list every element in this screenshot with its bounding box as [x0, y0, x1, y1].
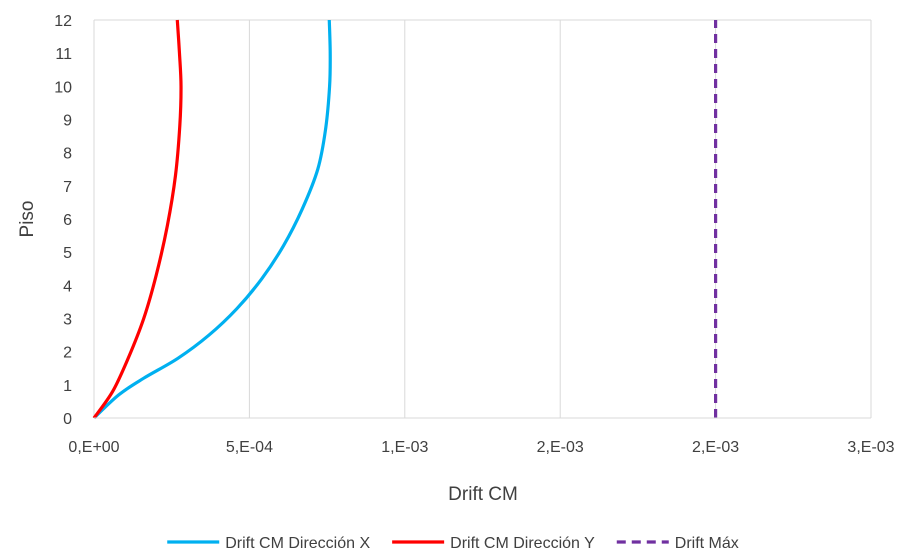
- y-tick-label: 2: [63, 345, 72, 362]
- x-tick-label: 5,E-04: [226, 439, 273, 456]
- series-line-drift-cm-direccion-y: [92, 19, 183, 419]
- y-tick-label: 8: [63, 146, 72, 163]
- x-tick-label: 2,E-03: [692, 439, 739, 456]
- series-lines: [92, 19, 718, 420]
- x-tick-label: 0,E+00: [68, 439, 119, 456]
- x-tick-label: 2,E-03: [537, 439, 584, 456]
- y-tick-label: 6: [63, 212, 72, 229]
- y-tick-label: 1: [63, 378, 72, 395]
- legend-label-drift-cm-direccion-x: Drift CM Dirección X: [225, 535, 370, 552]
- y-tick-label: 4: [63, 278, 72, 295]
- y-tick-label: 3: [63, 312, 72, 329]
- legend-label-drift-cm-direccion-y: Drift CM Dirección Y: [450, 535, 595, 552]
- y-tick-label: 7: [63, 179, 72, 196]
- y-axis-title: Piso: [17, 201, 38, 238]
- x-tick-label: 1,E-03: [381, 439, 428, 456]
- x-axis-title: Drift CM: [448, 484, 518, 505]
- tick-labels: 0,E+00 5,E-04 1,E-03 2,E-03 2,E-03 3,E-030123…: [54, 13, 894, 456]
- series-line-drift-cm-direccion-x: [92, 19, 332, 420]
- y-tick-label: 11: [55, 46, 72, 63]
- y-tick-label: 9: [63, 113, 72, 130]
- x-tick-label: 3,E-03: [847, 439, 894, 456]
- y-tick-label: 10: [54, 79, 72, 96]
- y-tick-label: 12: [54, 13, 72, 30]
- legend: Drift CM Dirección X Drift CM Dirección Y…: [167, 535, 739, 552]
- legend-label-drift-max: Drift Máx: [675, 535, 739, 552]
- grid-lines: [93, 19, 872, 418]
- y-tick-label: 0: [63, 411, 72, 428]
- y-tick-label: 5: [63, 245, 72, 262]
